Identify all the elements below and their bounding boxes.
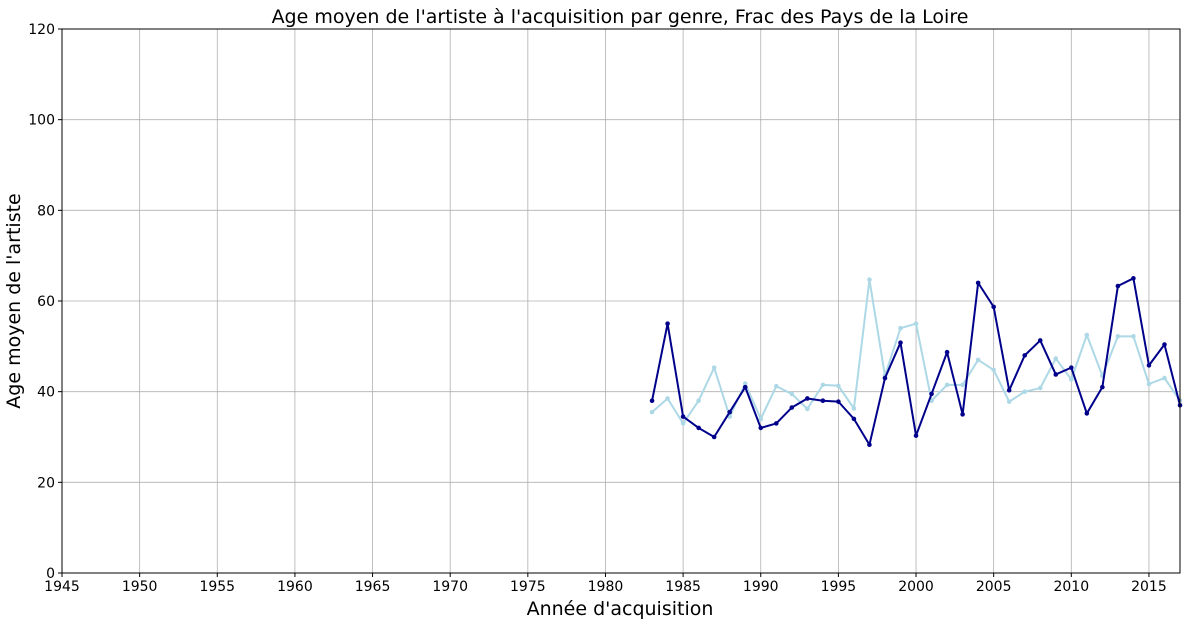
data-point bbox=[1022, 389, 1028, 394]
data-point bbox=[1053, 372, 1059, 377]
data-point bbox=[1162, 375, 1167, 381]
data-point bbox=[1131, 334, 1136, 339]
x-tick-label: 1955 bbox=[199, 579, 235, 595]
data-point bbox=[820, 382, 826, 388]
x-tick-label: 1985 bbox=[665, 579, 701, 595]
data-point bbox=[742, 381, 748, 386]
y-tick-label: 80 bbox=[37, 203, 55, 219]
data-point bbox=[789, 405, 795, 410]
data-point bbox=[711, 434, 717, 440]
y-tick-label: 100 bbox=[28, 113, 55, 129]
data-point bbox=[975, 357, 981, 363]
data-point bbox=[836, 399, 841, 404]
x-axis-label: Année d'acquisition bbox=[527, 598, 714, 620]
x-tick-label: 1975 bbox=[510, 579, 546, 595]
series-layer bbox=[649, 276, 1183, 448]
data-point bbox=[649, 398, 655, 404]
data-point bbox=[758, 425, 764, 431]
data-point bbox=[913, 321, 919, 326]
data-point bbox=[1069, 377, 1074, 382]
data-point bbox=[851, 416, 857, 422]
data-point bbox=[944, 382, 950, 388]
chart-title: Age moyen de l'artiste à l'acquisition p… bbox=[272, 6, 969, 28]
data-point bbox=[851, 406, 857, 411]
data-point bbox=[711, 365, 717, 370]
data-point bbox=[975, 280, 981, 286]
x-tick-label: 1980 bbox=[588, 579, 624, 595]
data-point bbox=[820, 398, 826, 404]
x-tick-label: 1960 bbox=[277, 579, 313, 595]
data-point bbox=[758, 416, 764, 422]
data-point bbox=[805, 396, 810, 401]
data-point bbox=[789, 391, 795, 397]
data-point bbox=[1115, 334, 1121, 339]
data-point bbox=[882, 375, 888, 381]
data-point bbox=[665, 396, 670, 401]
grid bbox=[61, 28, 1180, 574]
data-point bbox=[1146, 381, 1152, 387]
data-point bbox=[696, 425, 701, 431]
y-axis-label: Age moyen de l'artiste bbox=[3, 193, 25, 408]
data-point bbox=[773, 421, 779, 426]
data-point bbox=[1146, 363, 1152, 368]
data-point bbox=[805, 406, 810, 412]
y-tick-label: 40 bbox=[37, 385, 55, 401]
data-point bbox=[898, 340, 903, 346]
data-point bbox=[1037, 385, 1043, 391]
data-point bbox=[836, 383, 841, 389]
y-tick-label: 120 bbox=[28, 22, 55, 38]
data-point bbox=[960, 382, 965, 388]
data-point bbox=[867, 277, 872, 282]
series-0 bbox=[649, 276, 1183, 448]
data-point bbox=[929, 391, 934, 397]
data-point bbox=[1115, 283, 1121, 289]
data-point bbox=[944, 349, 950, 355]
y-tick-label: 20 bbox=[37, 475, 55, 491]
data-point bbox=[1162, 342, 1167, 347]
data-point bbox=[960, 412, 965, 417]
data-point bbox=[696, 398, 701, 404]
x-axis-ticks: 1945 1950 1955 1960 1965 1970 1975 1980 1985 1990… bbox=[44, 573, 1167, 595]
data-point bbox=[991, 304, 996, 310]
x-tick-label: 1945 bbox=[44, 579, 80, 595]
data-point bbox=[1069, 365, 1074, 370]
x-tick-label: 1970 bbox=[432, 579, 468, 595]
x-tick-label: 2010 bbox=[1053, 579, 1089, 595]
series-1 bbox=[649, 277, 1183, 426]
data-point bbox=[773, 383, 779, 389]
data-point bbox=[1037, 338, 1043, 343]
data-point bbox=[1006, 399, 1012, 404]
data-point bbox=[742, 384, 748, 390]
data-point bbox=[649, 409, 655, 415]
x-tick-label: 1995 bbox=[821, 579, 857, 595]
data-point bbox=[1006, 388, 1012, 393]
data-point bbox=[898, 325, 903, 331]
x-tick-label: 2000 bbox=[898, 579, 934, 595]
data-point bbox=[665, 321, 670, 326]
data-point bbox=[1084, 411, 1090, 416]
data-point bbox=[727, 409, 732, 415]
data-point bbox=[991, 367, 996, 373]
data-point bbox=[680, 421, 686, 426]
data-point bbox=[1131, 276, 1136, 281]
data-point bbox=[1084, 332, 1090, 338]
data-point bbox=[867, 442, 872, 448]
x-tick-label: 2005 bbox=[976, 579, 1012, 595]
data-point bbox=[1053, 356, 1059, 361]
y-tick-label: 60 bbox=[37, 294, 55, 310]
data-point bbox=[680, 414, 686, 419]
x-tick-label: 2015 bbox=[1131, 579, 1167, 595]
y-tick-label: 0 bbox=[46, 566, 55, 582]
data-point bbox=[1022, 353, 1028, 358]
data-point bbox=[913, 433, 919, 438]
y-axis-ticks: 0 20 40 60 80 100 120 bbox=[28, 22, 62, 582]
data-point bbox=[1100, 384, 1105, 390]
x-tick-label: 1990 bbox=[743, 579, 779, 595]
x-tick-label: 1950 bbox=[122, 579, 158, 595]
x-tick-label: 1965 bbox=[355, 579, 391, 595]
